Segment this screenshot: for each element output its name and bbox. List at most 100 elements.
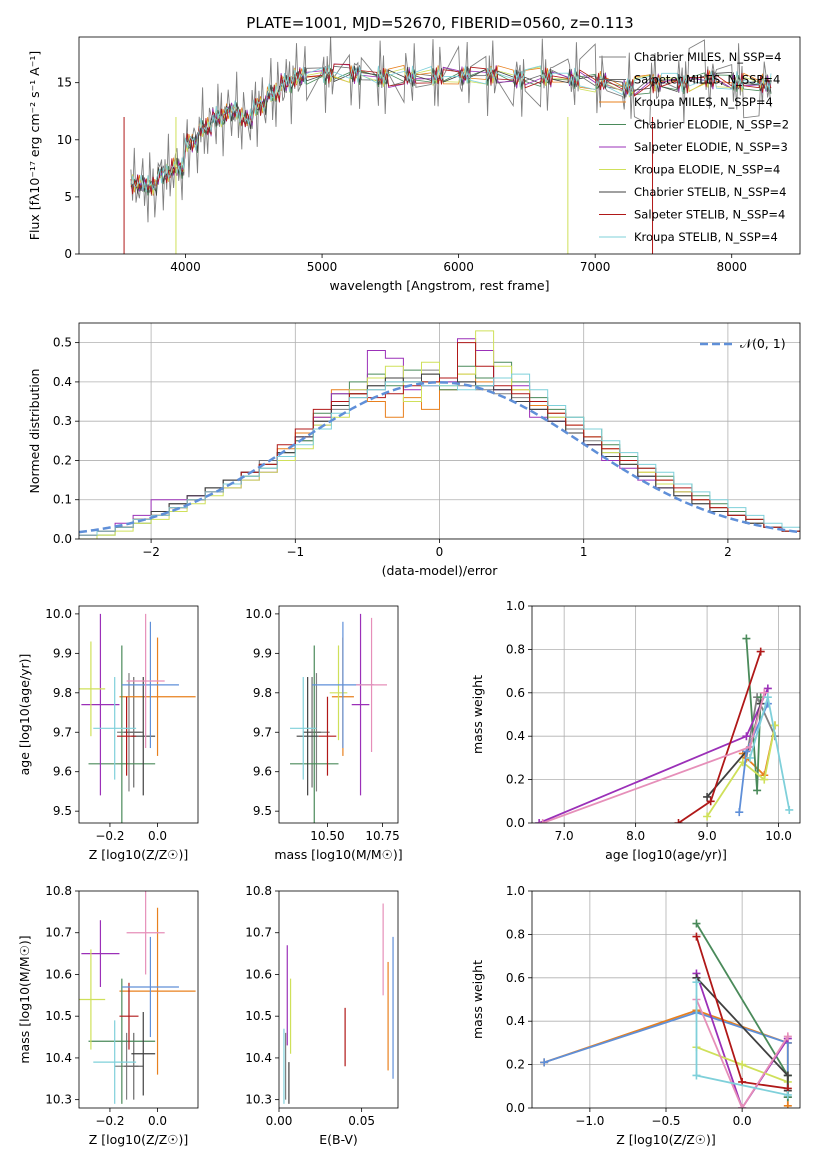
weight-marker [703, 812, 712, 821]
weight-marker [783, 1071, 792, 1080]
data-point-errorbar [117, 696, 137, 776]
y-axis-label: Flux [fλ10⁻¹⁷ erg cm⁻² s⁻¹ A⁻¹] [27, 51, 42, 240]
panel-mass-vs-ebv: 0.00 0.05 10.3 10.4 10.5 10.6 10.7 10.8 E(B-V) [245, 884, 399, 1147]
panel-residuals: −2 −1 0 1 2 0.0 0.1 0.2 0.3 0.4 0.5 (data-model)/er… [27, 322, 801, 578]
legend-label: 𝒩(0, 1) [740, 336, 786, 351]
data-point-errorbar [93, 1020, 137, 1104]
legend-label: Chabrier MILES, N_SSP=4 [634, 50, 781, 64]
plot-area [532, 891, 800, 1108]
weight-marker [738, 1060, 747, 1069]
weight-marker [692, 932, 701, 941]
y-tick-label: 0.2 [506, 773, 525, 787]
weight-series [692, 932, 792, 1093]
chart-title: PLATE=1001, MJD=52670, FIBERID=0560, z=0… [246, 14, 633, 32]
y-axis-label: mass weight [470, 960, 485, 1039]
weight-marker [706, 797, 715, 806]
y-tick-label: 0.1 [53, 493, 72, 507]
x-axis-label: E(B-V) [319, 1132, 358, 1147]
axes-frame [531, 605, 801, 824]
data-point-errorbar [126, 891, 165, 975]
weight-series [745, 693, 794, 814]
y-tick-label: 0.5 [53, 336, 72, 350]
x-tick-label: 1 [580, 545, 588, 559]
y-tick-label: 10.3 [45, 1093, 72, 1107]
y-tick-label: 1.0 [506, 884, 525, 898]
axes-frame [278, 605, 399, 824]
panel-age-vs-Z: −0.2 0.0 9.5 9.6 9.7 9.8 9.9 10.0 Z [log10(Z/Z☉)… [17, 605, 199, 862]
weight-marker [692, 919, 701, 928]
x-tick-label: 7000 [580, 260, 611, 274]
y-tick-label: 0 [64, 247, 72, 261]
data-point-errorbar [79, 949, 106, 1050]
gaussian-reference-line [79, 381, 800, 534]
data-point-errorbar [296, 677, 319, 796]
y-tick-label: 9.5 [253, 804, 272, 818]
axes-frame [78, 605, 199, 824]
data-point-errorbar [329, 645, 348, 741]
spectrum-line [130, 65, 772, 192]
axes-frame [78, 36, 801, 255]
y-axis-label: mass weight [470, 675, 485, 754]
legend-label: Salpeter ELODIE, N_SSP=3 [634, 140, 788, 154]
data-point-errorbar [351, 613, 370, 796]
weight-line [695, 999, 789, 1108]
weight-series [535, 684, 772, 823]
y-tick-label: 10.7 [245, 926, 272, 940]
data-point-errorbar [318, 696, 337, 776]
x-axis-label: age [log10(age/yr)] [605, 847, 727, 862]
legend: Chabrier MILES, N_SSP=4 Salpeter MILES, N… [599, 50, 789, 244]
y-tick-label: 0.0 [53, 532, 72, 546]
x-tick-label: 10.75 [365, 829, 399, 843]
x-tick-label: 5000 [307, 260, 338, 274]
x-tick-label: 0.05 [348, 1114, 375, 1128]
y-tick-label: 9.5 [53, 804, 72, 818]
axes-frame [531, 890, 801, 1109]
axes-frame [78, 322, 801, 540]
y-tick-label: 10.5 [245, 1009, 272, 1023]
data-point-errorbar [126, 613, 165, 749]
x-tick-label: 4000 [170, 260, 201, 274]
y-tick-label: 9.7 [53, 725, 72, 739]
legend-label: Chabrier ELODIE, N_SSP=2 [634, 118, 789, 132]
weight-marker [753, 786, 762, 795]
data-point-errorbar [79, 641, 106, 737]
data-point-errorbar [290, 677, 317, 780]
x-tick-label: 8000 [716, 260, 747, 274]
legend-label: Chabrier STELIB, N_SSP=4 [634, 185, 786, 199]
y-tick-label: 10.8 [245, 884, 272, 898]
legend-label: Kroupa MILES, N_SSP=4 [634, 95, 773, 109]
y-tick-label: 10.0 [245, 607, 272, 621]
x-tick-label: −0.2 [95, 829, 124, 843]
weight-line [706, 725, 776, 817]
x-tick-label: −0.5 [651, 1114, 680, 1128]
data-point-errorbar [81, 920, 120, 987]
weight-line [538, 688, 769, 823]
weight-marker [783, 1101, 792, 1108]
y-tick-label: 10.6 [245, 967, 272, 981]
y-tick-label: 9.9 [253, 646, 272, 660]
x-axis-label: wavelength [Angstrom, rest frame] [329, 278, 549, 293]
weight-marker [674, 819, 683, 823]
weight-marker [738, 1104, 747, 1108]
y-tick-label: 1.0 [506, 599, 525, 613]
x-axis-label: Z [log10(Z/Z☉)] [89, 1132, 189, 1147]
y-tick-label: 10.5 [45, 1009, 72, 1023]
y-axis-label: age [log10(age/yr)] [17, 654, 32, 776]
y-tick-label: 9.8 [253, 686, 272, 700]
weight-marker [763, 693, 772, 702]
weight-marker [742, 634, 751, 643]
y-tick-label: 10.0 [45, 607, 72, 621]
y-tick-label: 10.7 [45, 926, 72, 940]
x-tick-label: −2 [142, 545, 160, 559]
weight-marker [692, 978, 701, 987]
y-tick-label: 0.3 [53, 414, 72, 428]
plot-area [79, 891, 196, 1104]
y-tick-label: 0.4 [506, 729, 525, 743]
y-tick-label: 10.8 [45, 884, 72, 898]
spectrum-line [130, 63, 772, 195]
x-axis-label: Z [log10(Z/Z☉)] [616, 1132, 716, 1147]
y-tick-label: 0.0 [506, 1101, 525, 1115]
plot-area [283, 903, 394, 1104]
y-axis-label: mass [log10(M/M☉)] [17, 935, 32, 1063]
weight-marker [756, 647, 765, 656]
